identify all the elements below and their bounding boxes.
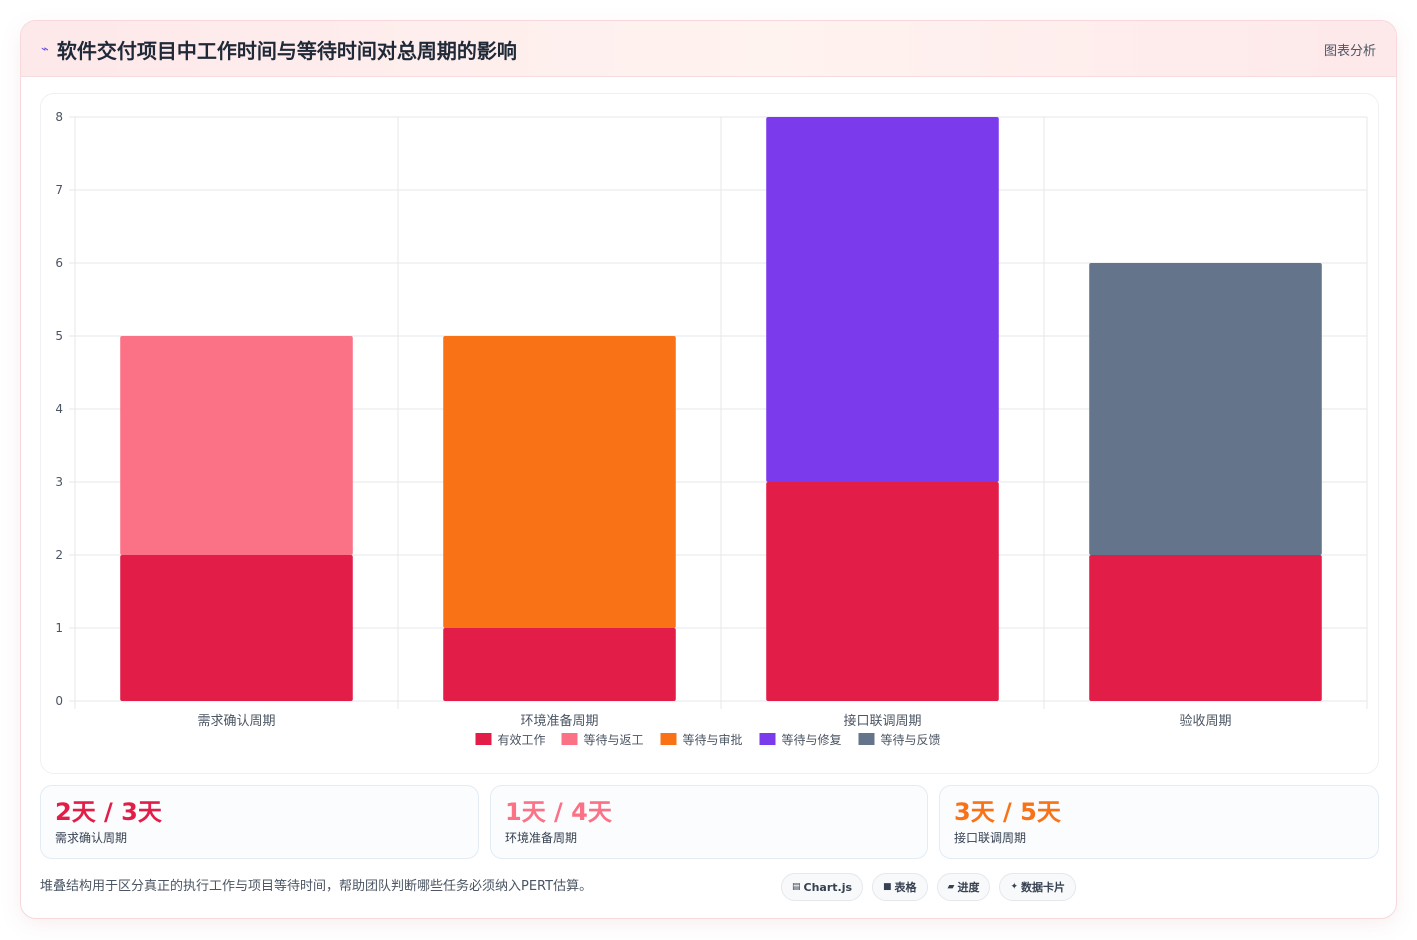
y-tick-label: 2 <box>55 548 63 562</box>
stat-value: 3天 / 5天 <box>954 798 1061 826</box>
x-tick-label: 需求确认周期 <box>197 714 275 729</box>
chip-label: 进度 <box>957 881 980 894</box>
bar-segment <box>443 628 676 701</box>
bar-segment <box>766 482 999 701</box>
legend-label: 等待与返工 <box>584 733 644 747</box>
bar-segment <box>1089 555 1322 701</box>
chart-icon: ▤ <box>792 882 801 892</box>
x-tick-label: 接口联调周期 <box>843 713 921 729</box>
y-tick-label: 7 <box>55 183 63 197</box>
bar-segment <box>1089 263 1322 555</box>
chart-analysis-tag: 图表分析 <box>1323 44 1376 59</box>
bar-segment <box>443 336 676 628</box>
chip-row: ▤ Chart.js ■ 表格 ▰ 进度 ✦ 数据卡片 <box>781 873 1077 901</box>
legend-swatch <box>759 733 776 745</box>
y-tick-label: 0 <box>55 694 63 708</box>
legend-label: 等待与反馈 <box>881 733 941 747</box>
footnote: 堆叠结构用于区分真正的执行工作与项目等待时间，帮助团队判断哪些任务必须纳入PER… <box>40 879 593 894</box>
legend-swatch <box>475 733 492 745</box>
chip-data-cards[interactable]: ✦ 数据卡片 <box>999 873 1077 901</box>
chip-label: 表格 <box>894 881 917 894</box>
legend-swatch <box>561 733 578 745</box>
chip-chartjs[interactable]: ▤ Chart.js <box>781 873 864 901</box>
bar-segment <box>766 117 999 482</box>
stat-label: 环境准备周期 <box>505 831 578 845</box>
chart-card: ⌁ 软件交付项目中工作时间与等待时间对总周期的影响 图表分析 0 1 2 3 4 5 6 7 8… <box>20 20 1397 919</box>
card-header: ⌁ 软件交付项目中工作时间与等待时间对总周期的影响 图表分析 <box>21 21 1396 77</box>
chip-label: Chart.js <box>803 880 853 894</box>
progress-icon: ▰ <box>947 882 955 892</box>
chart-container: 0 1 2 3 4 5 6 7 8 需求确认周期 环境准备周期 接口联调周期 验收周期有效工作 等待与返工… <box>40 93 1379 774</box>
stat-label: 接口联调周期 <box>954 831 1027 845</box>
legend-label: 等待与审批 <box>683 732 743 747</box>
chip-label: 数据卡片 <box>1021 881 1066 894</box>
legend-swatch <box>858 733 875 745</box>
chart-squiggle-icon: ⌁ <box>41 42 49 57</box>
bar-segment <box>120 555 353 701</box>
legend-label: 等待与修复 <box>782 732 842 747</box>
x-tick-label: 验收周期 <box>1179 713 1231 729</box>
legend-swatch <box>660 733 677 745</box>
stat-label: 需求确认周期 <box>55 831 128 845</box>
chip-progress[interactable]: ▰ 进度 <box>936 873 991 901</box>
stat-card-integration: 3天 / 5天 接口联调周期 <box>939 785 1379 859</box>
stat-value: 1天 / 4天 <box>505 798 612 826</box>
y-tick-label: 1 <box>55 621 63 635</box>
y-tick-label: 3 <box>55 475 63 489</box>
bar-segment <box>120 336 353 555</box>
page-title: 软件交付项目中工作时间与等待时间对总周期的影响 <box>56 39 517 63</box>
x-tick-label: 环境准备周期 <box>520 713 598 729</box>
stat-card-environment: 1天 / 4天 环境准备周期 <box>490 785 928 859</box>
y-tick-label: 5 <box>55 329 63 343</box>
stat-value: 2天 / 3天 <box>55 798 162 826</box>
stat-card-requirements: 2天 / 3天 需求确认周期 <box>40 785 479 859</box>
legend-label: 有效工作 <box>498 732 546 747</box>
table-icon: ■ <box>883 882 892 892</box>
sparkle-icon: ✦ <box>1010 882 1019 892</box>
chip-table[interactable]: ■ 表格 <box>872 873 928 901</box>
y-tick-label: 6 <box>55 256 63 270</box>
y-tick-label: 8 <box>55 110 63 124</box>
title-wrap: ⌁ 软件交付项目中工作时间与等待时间对总周期的影响 <box>41 35 517 64</box>
y-tick-label: 4 <box>55 402 63 416</box>
